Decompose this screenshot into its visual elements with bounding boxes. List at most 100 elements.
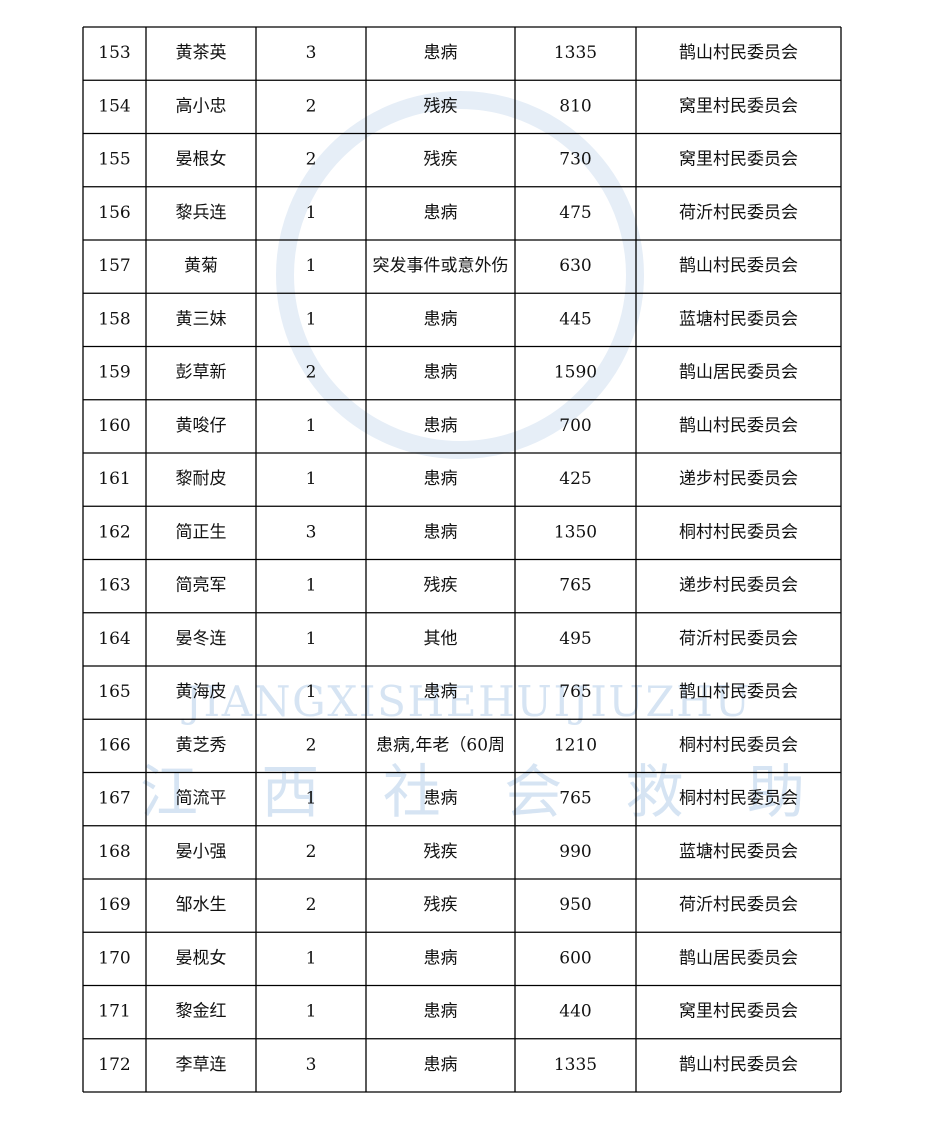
table-cell: 黄菊 bbox=[184, 256, 218, 276]
table-cell: 患病 bbox=[424, 203, 458, 223]
table-cell: 简亮军 bbox=[176, 576, 227, 596]
table-cell: 160 bbox=[98, 416, 130, 436]
table-cell: 鹊山居民委员会 bbox=[679, 948, 798, 968]
table-cell: 鹊山居民委员会 bbox=[679, 363, 798, 383]
table-cell: 患病 bbox=[424, 309, 458, 329]
table-cell: 残疾 bbox=[424, 842, 458, 862]
table-cell: 患病,年老（60周 bbox=[376, 735, 505, 755]
table-cell: 2 bbox=[306, 96, 317, 116]
table-cell: 晏根女 bbox=[176, 150, 227, 170]
table-cell: 765 bbox=[559, 682, 591, 702]
table-cell: 鹊山村民委员会 bbox=[679, 1055, 798, 1075]
table-cell: 730 bbox=[559, 150, 591, 170]
table-cell: 161 bbox=[98, 469, 130, 489]
table-cell: 患病 bbox=[424, 1055, 458, 1075]
table-cell: 1350 bbox=[554, 522, 597, 542]
table-cell: 1 bbox=[306, 629, 317, 649]
table-cell: 简正生 bbox=[176, 522, 227, 542]
table-cell: 1 bbox=[306, 682, 317, 702]
table-cell: 突发事件或意外伤 bbox=[373, 256, 509, 276]
table-cell: 晏枧女 bbox=[176, 948, 227, 968]
table-cell: 171 bbox=[98, 1002, 130, 1022]
table-cell: 窝里村民委员会 bbox=[679, 150, 798, 170]
table-cell: 鹊山村民委员会 bbox=[679, 256, 798, 276]
table-cell: 黄三妹 bbox=[176, 309, 227, 329]
table-cell: 153 bbox=[98, 43, 130, 63]
table-cell: 残疾 bbox=[424, 895, 458, 915]
table-cell: 2 bbox=[306, 735, 317, 755]
table-cell: 鹊山村民委员会 bbox=[679, 682, 798, 702]
table-cell: 1 bbox=[306, 256, 317, 276]
table-cell: 高小忠 bbox=[176, 96, 227, 116]
table-cell: 163 bbox=[98, 576, 130, 596]
table-cell: 170 bbox=[98, 948, 130, 968]
table: 153 黄茶英 3 患病 1335 鹊山村民委员会 154 高小忠 2 残疾 810 窝里村民委员会 1… bbox=[82, 26, 842, 1093]
table-cell: 患病 bbox=[424, 363, 458, 383]
table-cell: 2 bbox=[306, 895, 317, 915]
table-cell: 黄茶英 bbox=[176, 43, 227, 63]
table-cell: 1 bbox=[306, 576, 317, 596]
table-cell: 1 bbox=[306, 416, 317, 436]
table-cell: 765 bbox=[559, 789, 591, 809]
table-cell: 递步村民委员会 bbox=[679, 576, 798, 596]
table-cell: 425 bbox=[559, 469, 591, 489]
table-cell: 李草连 bbox=[176, 1055, 227, 1075]
table-cell: 邹水生 bbox=[176, 895, 227, 915]
table-cell: 1 bbox=[306, 948, 317, 968]
table-cell: 445 bbox=[559, 309, 591, 329]
table-cell: 晏冬连 bbox=[176, 629, 227, 649]
table-cell: 475 bbox=[559, 203, 591, 223]
table-cell: 1590 bbox=[554, 363, 597, 383]
table-cell: 残疾 bbox=[424, 576, 458, 596]
table-cell: 765 bbox=[559, 576, 591, 596]
table-cell: 157 bbox=[98, 256, 130, 276]
table-cell: 荷沂村民委员会 bbox=[679, 203, 798, 223]
table-cell: 158 bbox=[98, 309, 130, 329]
table-cell: 495 bbox=[559, 629, 591, 649]
table-cell: 晏小强 bbox=[176, 842, 227, 862]
table-cell: 168 bbox=[98, 842, 130, 862]
table-cell: 残疾 bbox=[424, 96, 458, 116]
table-cell: 165 bbox=[98, 682, 130, 702]
table-cell: 窝里村民委员会 bbox=[679, 1002, 798, 1022]
table-cell: 1 bbox=[306, 1002, 317, 1022]
table-cell: 169 bbox=[98, 895, 130, 915]
table-cell: 172 bbox=[98, 1055, 130, 1075]
table-cell: 164 bbox=[98, 629, 130, 649]
table-cell: 3 bbox=[306, 1055, 317, 1075]
table-cell: 162 bbox=[98, 522, 130, 542]
table-cell: 154 bbox=[98, 96, 130, 116]
table-cell: 窝里村民委员会 bbox=[679, 96, 798, 116]
table-cell: 残疾 bbox=[424, 150, 458, 170]
table-cell: 990 bbox=[559, 842, 591, 862]
watermark-emblem bbox=[276, 91, 644, 459]
table-cell: 600 bbox=[559, 948, 591, 968]
table-cell: 荷沂村民委员会 bbox=[679, 629, 798, 649]
table-cell: 440 bbox=[559, 1002, 591, 1022]
table-cell: 黎耐皮 bbox=[176, 469, 227, 489]
table-cell: 鹊山村民委员会 bbox=[679, 416, 798, 436]
table-cell: 递步村民委员会 bbox=[679, 469, 798, 489]
table-cell: 2 bbox=[306, 363, 317, 383]
table-cell: 3 bbox=[306, 43, 317, 63]
table-cell: 156 bbox=[98, 203, 130, 223]
table-cell: 1 bbox=[306, 789, 317, 809]
table-cell: 166 bbox=[98, 735, 130, 755]
table-cell: 155 bbox=[98, 150, 130, 170]
table-cell: 1335 bbox=[554, 43, 597, 63]
table-cell: 患病 bbox=[424, 43, 458, 63]
table-cell: 630 bbox=[559, 256, 591, 276]
table-cell: 1335 bbox=[554, 1055, 597, 1075]
table-cell: 810 bbox=[559, 96, 591, 116]
table-cell: 荷沂村民委员会 bbox=[679, 895, 798, 915]
table-cell: 1 bbox=[306, 469, 317, 489]
table-cell: 1 bbox=[306, 203, 317, 223]
table-cell: 彭草新 bbox=[176, 363, 227, 383]
table-cell: 简流平 bbox=[176, 789, 227, 809]
table-cell: 桐村村民委员会 bbox=[679, 735, 798, 755]
table-cell: 桐村村民委员会 bbox=[679, 522, 798, 542]
table-cell: 患病 bbox=[424, 522, 458, 542]
